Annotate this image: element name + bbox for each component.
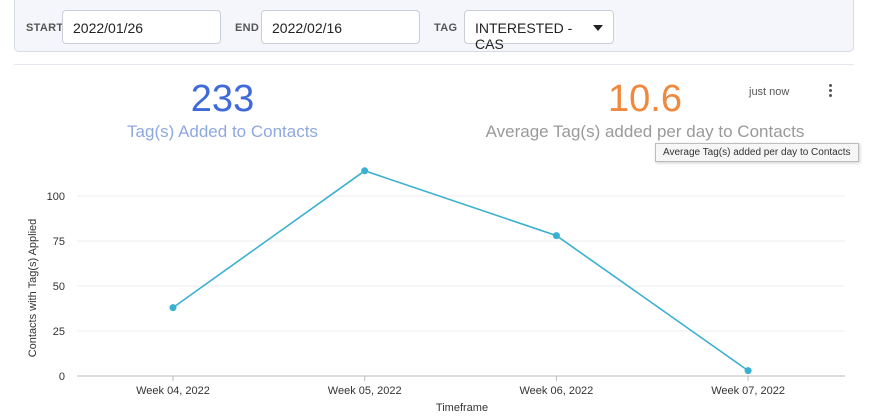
- average-tags-value: 10.6: [608, 78, 682, 120]
- y-tick-label: 25: [53, 326, 65, 338]
- filter-bar: START 2022/01/26 END 2022/02/16 TAG INTE…: [14, 0, 854, 52]
- y-axis-title: Contacts with Tag(s) Applied: [27, 219, 39, 358]
- x-tick-label: Week 06, 2022: [520, 385, 594, 397]
- average-tags-label: Average Tag(s) added per day to Contacts: [485, 122, 805, 141]
- tag-label: TAG: [434, 22, 458, 34]
- x-tick-label: Week 07, 2022: [711, 385, 785, 397]
- data-point: [744, 367, 752, 375]
- data-point: [361, 167, 369, 175]
- y-tick-label: 100: [47, 191, 65, 203]
- x-axis-title: Timeframe: [436, 402, 488, 414]
- more-options-icon[interactable]: [824, 82, 838, 100]
- total-tags-label: Tag(s) Added to Contacts: [127, 122, 318, 141]
- series-line: [172, 169, 749, 372]
- x-tick-label: Week 05, 2022: [328, 385, 402, 397]
- x-tick-label: Week 04, 2022: [136, 385, 210, 397]
- tooltip: Average Tag(s) added per day to Contacts: [655, 143, 859, 162]
- y-tick-label: 75: [53, 236, 65, 248]
- last-updated-text: just now: [749, 86, 790, 98]
- tag-select-value: INTERESTED - CAS: [475, 20, 573, 52]
- tag-select[interactable]: INTERESTED - CAS: [464, 10, 614, 52]
- end-label: END: [235, 22, 260, 34]
- start-date-input[interactable]: 2022/01/26: [62, 10, 221, 44]
- tags-line-chart: 0 25 50 75 100 Week 04, 2022 Week 05, 2022 Week…: [27, 167, 845, 414]
- start-label: START: [26, 22, 64, 34]
- end-date-input[interactable]: 2022/02/16: [261, 10, 420, 44]
- divider: [14, 64, 854, 65]
- data-point: [169, 304, 177, 312]
- total-tags-value: 233: [190, 78, 255, 120]
- y-tick-label: 50: [53, 281, 65, 293]
- caret-down-icon: [593, 25, 603, 31]
- data-point: [552, 232, 560, 240]
- y-tick-label: 0: [59, 371, 65, 383]
